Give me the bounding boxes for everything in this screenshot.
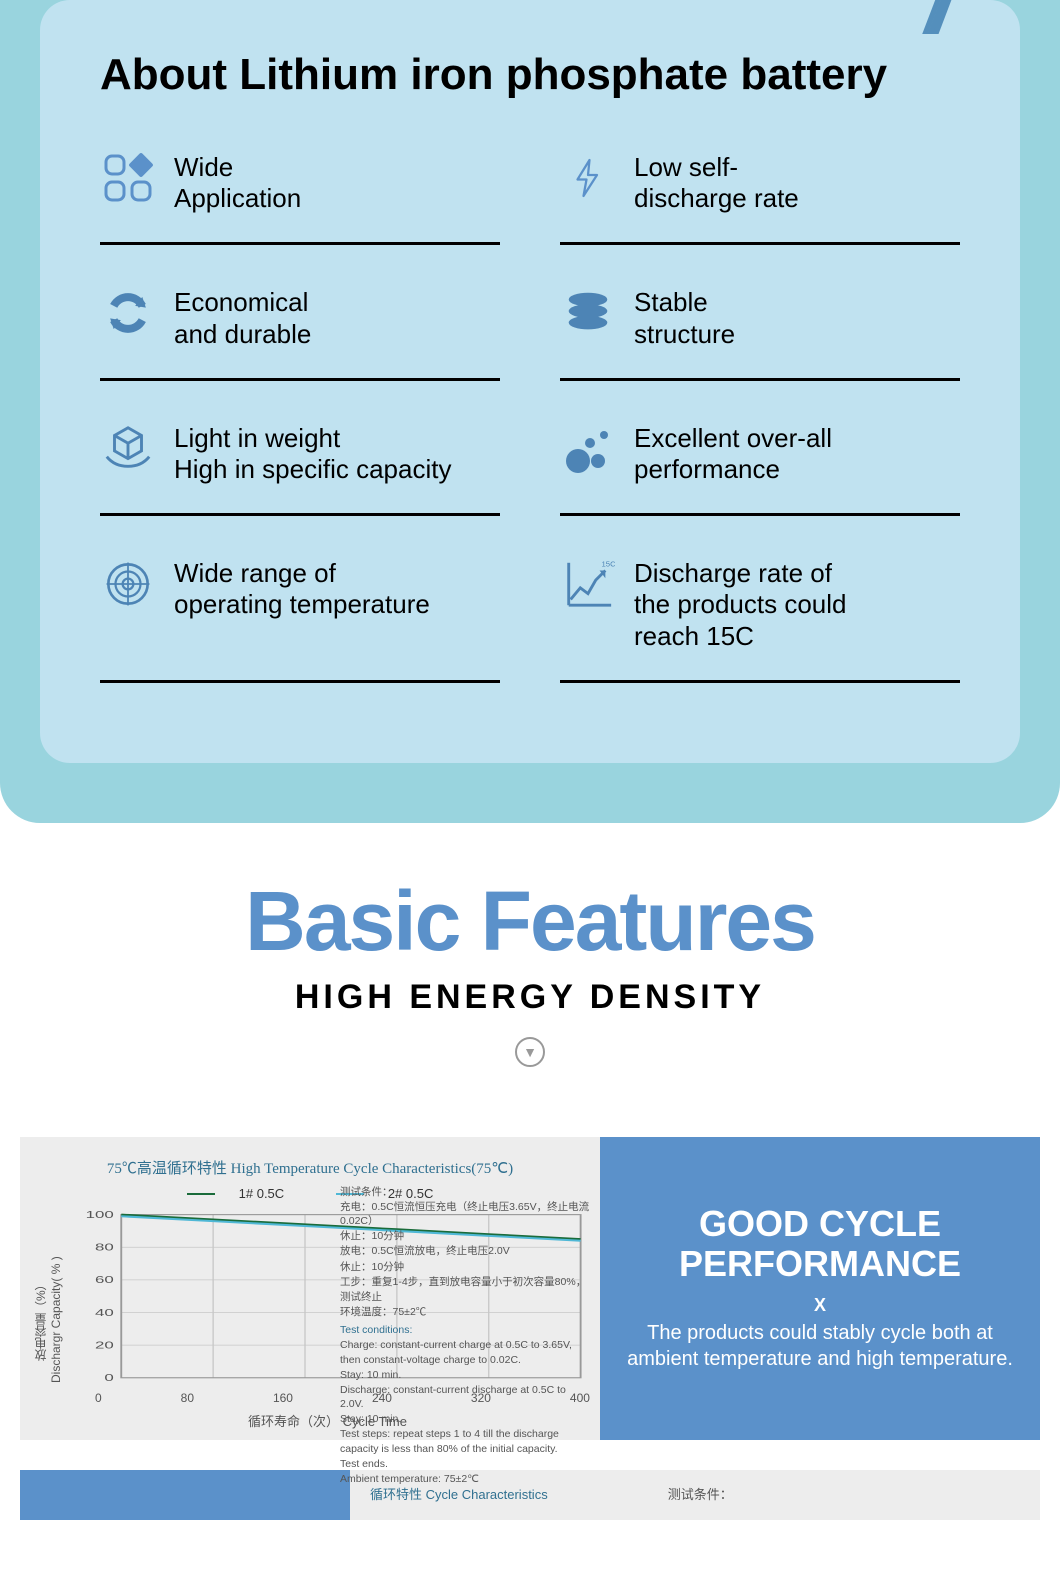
svg-text:20: 20 (95, 1339, 114, 1351)
cube-hands-icon (100, 421, 156, 477)
feature-item: WideApplication (100, 150, 500, 245)
feature-label: Excellent over-allperformance (634, 421, 832, 485)
svg-text:100: 100 (86, 1209, 114, 1220)
good-cycle-body: The products could stably cycle both at … (620, 1320, 1020, 1372)
good-cycle-panel: GOOD CYCLE PERFORMANCE X The products co… (600, 1137, 1040, 1440)
feature-label: Low self-discharge rate (634, 150, 799, 214)
good-cycle-title: GOOD CYCLE PERFORMANCE (679, 1204, 961, 1283)
recycle-icon (100, 285, 156, 341)
svg-text:80: 80 (95, 1241, 114, 1253)
target-icon (100, 556, 156, 612)
feature-grid: WideApplication Low self-discharge rate (100, 150, 960, 683)
slash-decoration: /// (924, 0, 940, 45)
feature-label: Stablestructure (634, 285, 735, 349)
feature-label: WideApplication (174, 150, 301, 214)
test-conditions: 测试条件：充电：0.5C恒流恒压充电（终止电压3.65V，终止电流0.02C）休… (340, 1185, 590, 1487)
cycle-chart: 75℃高温循环特性 High Temperature Cycle Charact… (20, 1137, 600, 1440)
basic-features-title: Basic Features (20, 873, 1040, 970)
bottom-left-panel (20, 1470, 350, 1520)
feature-item: Excellent over-allperformance (560, 421, 960, 516)
bubbles-icon (560, 421, 616, 477)
about-card: /// About Lithium iron phosphate battery… (40, 0, 1020, 763)
feature-item: Wide range ofoperating temperature (100, 556, 500, 683)
chart-title: 75℃高温循环特性 High Temperature Cycle Charact… (30, 1157, 590, 1178)
svg-text:40: 40 (95, 1306, 114, 1318)
feature-label: Wide range ofoperating temperature (174, 556, 430, 620)
feature-item: Economicaland durable (100, 285, 500, 380)
feature-item: 15C Discharge rate ofthe products couldr… (560, 556, 960, 683)
db-stack-icon (560, 285, 616, 341)
about-section: /// About Lithium iron phosphate battery… (0, 0, 1060, 823)
chevron-down-icon: ▼ (515, 1037, 545, 1067)
feature-item: Light in weightHigh in specific capacity (100, 421, 500, 516)
about-title: About Lithium iron phosphate battery (100, 50, 960, 100)
feature-item: Low self-discharge rate (560, 150, 960, 245)
svg-text:15C: 15C (602, 560, 616, 569)
y-axis-label: 放电容量（%）Dischargr Capacity( % ) (30, 1209, 65, 1430)
chart-block: 75℃高温循环特性 High Temperature Cycle Charact… (20, 1137, 1040, 1440)
grid-diamond-icon (100, 150, 156, 206)
feature-label: Light in weightHigh in specific capacity (174, 421, 451, 485)
basic-features-section: Basic Features HIGH ENERGY DENSITY ▼ (0, 823, 1060, 1107)
legend-item: 1# 0.5C (175, 1186, 297, 1201)
lightning-icon (560, 150, 616, 206)
feature-label: Discharge rate ofthe products couldreach… (634, 556, 846, 652)
feature-item: Stablestructure (560, 285, 960, 380)
svg-text:0: 0 (104, 1371, 114, 1383)
good-cycle-x: X (814, 1295, 826, 1316)
feature-label: Economicaland durable (174, 285, 311, 349)
chart-up-icon: 15C (560, 556, 616, 612)
basic-features-subtitle: HIGH ENERGY DENSITY (20, 978, 1040, 1017)
svg-text:60: 60 (95, 1273, 114, 1285)
